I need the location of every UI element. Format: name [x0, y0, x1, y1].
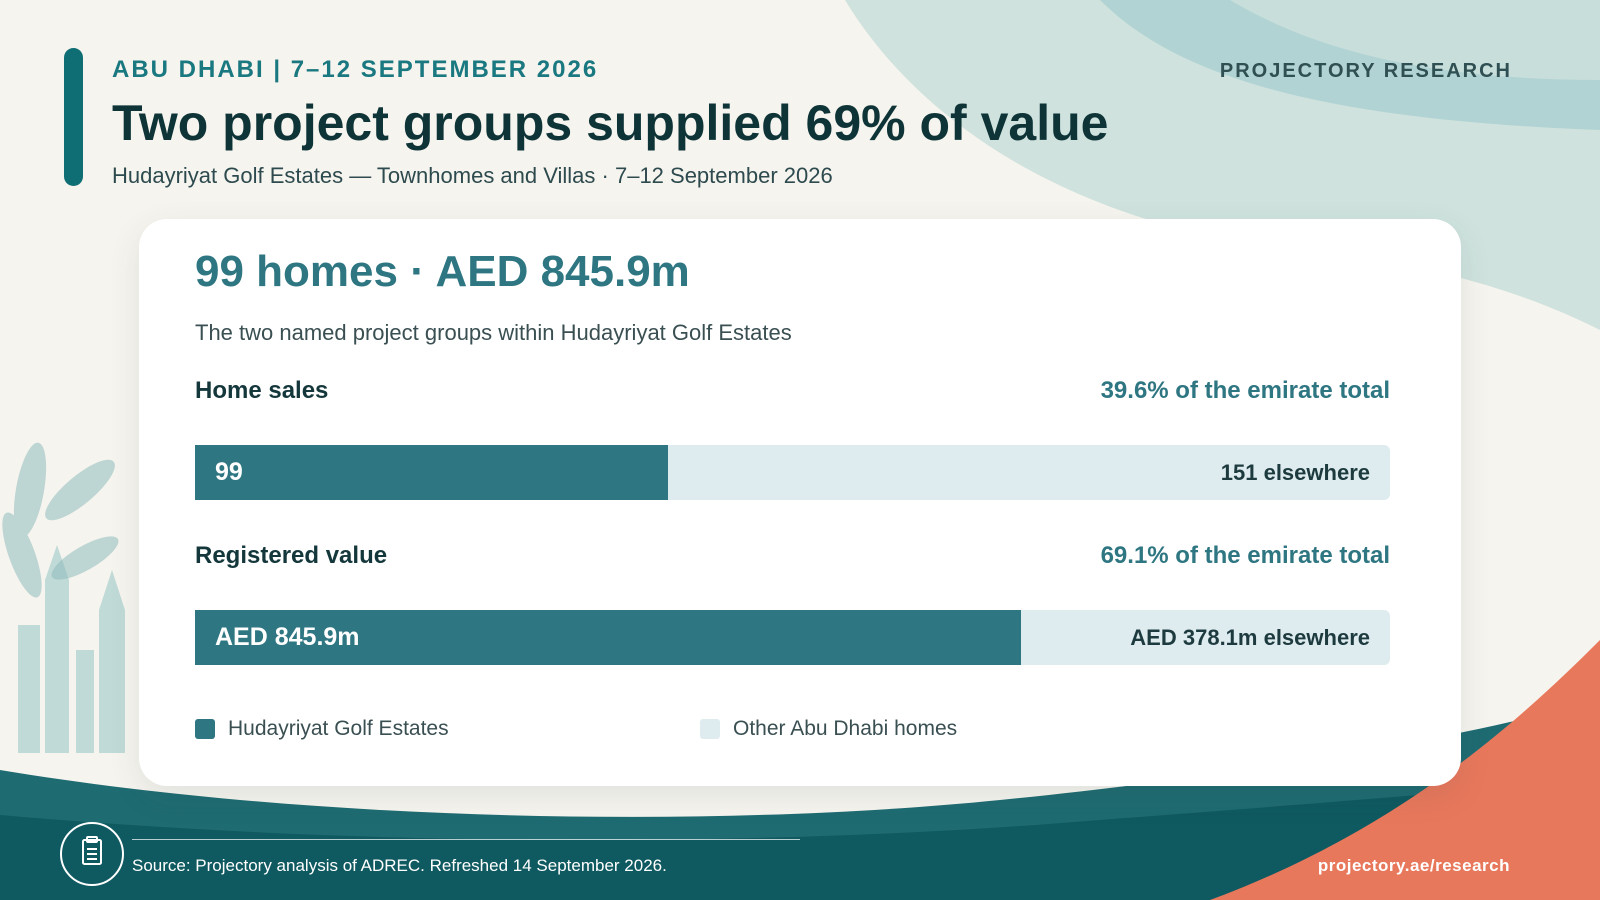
brand-name: PROJECTORY RESEARCH [1219, 60, 1512, 82]
chart-card: 99 homes · AED 845.9m The two named proj… [139, 219, 1461, 786]
row-label-home-sales: Home sales [195, 377, 329, 404]
page-title: Two project groups supplied 69% of value [112, 95, 1109, 151]
legend-swatch-other [700, 719, 720, 739]
share-label-registered-value: 69.1% of the emirate total [1100, 542, 1390, 569]
title-accent-bar [64, 48, 83, 186]
source-note: Source: Projectory analysis of ADREC. Re… [132, 856, 667, 875]
bar-home-sales [195, 445, 669, 500]
share-label-home-sales: 39.6% of the emirate total [1100, 377, 1390, 404]
document-icon [60, 822, 124, 886]
legend-label-hudayriyat: Hudayriyat Golf Estates [228, 717, 449, 740]
card-title: 99 homes · AED 845.9m [195, 247, 690, 296]
legend-swatch-hudayriyat [195, 719, 215, 739]
bar-remainder-home-sales: 151 elsewhere [1220, 460, 1370, 485]
legend-label-other: Other Abu Dhabi homes [733, 717, 958, 740]
bar-remainder-registered-value: AED 378.1m elsewhere [1130, 625, 1370, 650]
page-subtitle: Hudayriyat Golf Estates — Townhomes and … [112, 163, 833, 188]
research-link[interactable]: projectory.ae/research [1317, 856, 1510, 875]
legend-item-other: Other Abu Dhabi homes [700, 717, 957, 741]
bar-track-home-sales: 99 151 elsewhere [195, 445, 1390, 500]
footer-divider [132, 839, 800, 840]
bar-value-registered-value: AED 845.9m [215, 623, 360, 651]
kicker-label: ABU DHABI | 7–12 SEPTEMBER 2026 [112, 56, 599, 83]
row-label-registered-value: Registered value [195, 542, 388, 569]
card-description: The two named project groups within Huda… [195, 320, 792, 345]
legend-item-hudayriyat: Hudayriyat Golf Estates [195, 717, 449, 741]
bar-value-home-sales: 99 [215, 458, 243, 486]
bar-track-registered-value: AED 845.9m AED 378.1m elsewhere [195, 610, 1390, 665]
bar-registered-value [195, 610, 1021, 665]
